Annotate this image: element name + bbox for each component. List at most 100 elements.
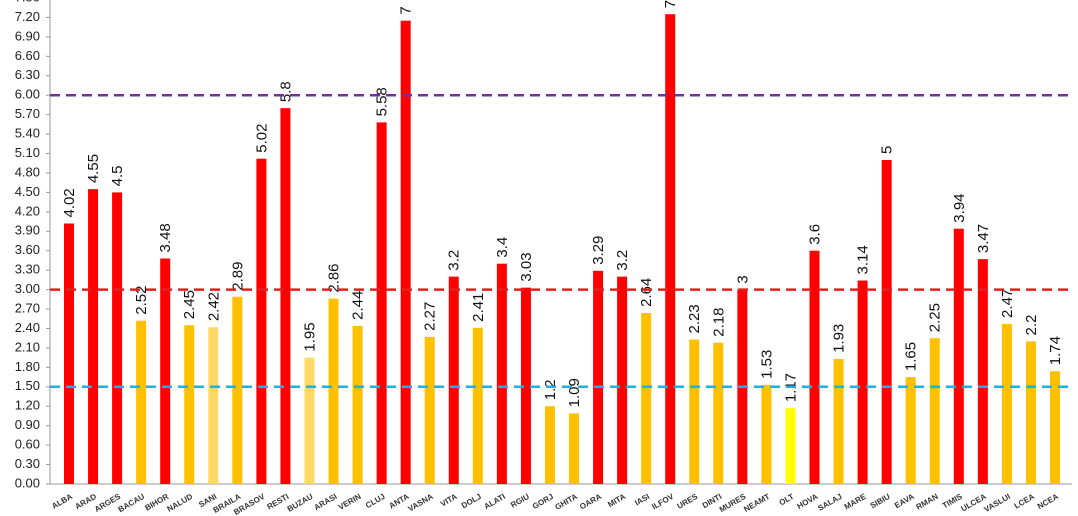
- bar: [1001, 323, 1012, 484]
- value-label: 3.14: [855, 245, 872, 274]
- y-tick-label: 2.40: [15, 320, 40, 335]
- bar: [665, 14, 676, 484]
- value-label: 4.02: [61, 188, 78, 217]
- bar: [424, 336, 435, 484]
- y-tick-label: 0.60: [15, 437, 40, 452]
- bar: [569, 413, 580, 484]
- bar: [352, 325, 363, 484]
- x-tick-label: ALATI: [482, 492, 506, 511]
- bar: [112, 192, 123, 484]
- y-tick-label: 3.30: [15, 262, 40, 277]
- bar: [400, 20, 411, 485]
- y-tick-label: 6.60: [15, 48, 40, 63]
- value-label: 1.95: [301, 322, 318, 351]
- y-tick-label: 5.10: [15, 145, 40, 160]
- bar: [857, 280, 868, 484]
- bar: [761, 384, 772, 484]
- y-tick-label: 1.20: [15, 398, 40, 413]
- bar: [256, 158, 267, 485]
- y-tick-label: 6.30: [15, 67, 40, 82]
- bar: [641, 312, 652, 484]
- bar: [953, 228, 964, 484]
- bar: [929, 338, 940, 484]
- value-label: 2.42: [205, 292, 222, 321]
- bar: [809, 250, 820, 484]
- value-label: 2.52: [133, 286, 150, 315]
- value-label: 2.86: [326, 263, 343, 292]
- y-tick-label: 3.00: [15, 281, 40, 296]
- bar: [520, 287, 531, 484]
- y-tick-label: 3.60: [15, 242, 40, 257]
- value-label: 1.65: [903, 342, 920, 371]
- value-label: 3.47: [975, 224, 992, 253]
- bar: [160, 258, 171, 484]
- value-label: 2.89: [229, 262, 246, 291]
- x-tick-label: OLT: [778, 492, 796, 508]
- value-label: 2.64: [638, 278, 655, 307]
- value-label: 2.23: [686, 304, 703, 333]
- y-tick-label: 1.50: [15, 378, 40, 393]
- value-label: 5: [879, 146, 896, 154]
- y-tick-label: 5.70: [15, 106, 40, 121]
- bar: [544, 406, 555, 484]
- bar: [304, 357, 315, 484]
- x-tick-label: GHITA: [553, 492, 579, 512]
- y-tick-label: 2.10: [15, 339, 40, 354]
- bar: [833, 358, 844, 484]
- value-label: 7: [662, 0, 679, 8]
- y-tick-label: 1.80: [15, 359, 40, 374]
- bar: [905, 377, 916, 484]
- y-tick-label: 6.90: [15, 28, 40, 43]
- value-label: 2.41: [470, 293, 487, 322]
- value-label: 5.58: [374, 87, 391, 116]
- value-label: 2.45: [181, 290, 198, 319]
- value-label: 4.5: [109, 166, 126, 187]
- bar: [689, 339, 700, 484]
- y-tick-label: 3.90: [15, 223, 40, 238]
- x-tick-label: BUZAU: [286, 492, 315, 514]
- bar: [496, 263, 507, 484]
- x-tick-label: ILFOV: [650, 492, 675, 512]
- bar: [1025, 341, 1036, 484]
- y-tick-label: 4.80: [15, 164, 40, 179]
- x-tick-label: URES: [676, 492, 700, 511]
- x-tick-label: SALAJ: [816, 492, 843, 513]
- value-label: 3.48: [157, 223, 174, 252]
- bar: [448, 276, 459, 484]
- value-label: 1.93: [831, 324, 848, 353]
- x-tick-label: LCEA: [1013, 492, 1037, 511]
- value-label: 1.74: [1047, 336, 1064, 365]
- x-tick-label: NEAMT: [742, 492, 771, 514]
- y-tick-label: 0.00: [15, 475, 40, 490]
- value-label: 3.29: [590, 236, 607, 265]
- x-tick-label: IASI: [633, 492, 651, 508]
- x-tick-label: EAVA: [893, 492, 916, 510]
- x-tick-label: RGIU: [509, 492, 531, 510]
- y-tick-label: 0.90: [15, 417, 40, 432]
- value-label: 7: [398, 6, 415, 14]
- x-tick-label: SIBIU: [869, 492, 892, 511]
- x-tick-label: MARE: [843, 492, 868, 512]
- y-tick-label: 0.30: [15, 456, 40, 471]
- bar: [280, 108, 291, 484]
- value-label: 3.2: [614, 250, 631, 271]
- value-label: 4.55: [85, 154, 102, 183]
- x-tick-label: RMAN: [914, 492, 939, 512]
- x-tick-label: NCEA: [1036, 492, 1060, 511]
- y-tick-label: 5.40: [15, 126, 40, 141]
- value-label: 3.94: [951, 193, 968, 222]
- y-tick-label: 7.20: [15, 9, 40, 24]
- value-label: 3: [734, 275, 751, 283]
- bar: [472, 327, 483, 484]
- bar: [617, 276, 628, 484]
- bar: [232, 296, 243, 484]
- x-tick-label: MITA: [606, 492, 627, 509]
- value-label: 3.6: [806, 224, 823, 245]
- x-tick-label: GORJ: [531, 492, 555, 511]
- value-label: 1.53: [758, 350, 775, 379]
- x-tick-label: ALBA: [50, 492, 74, 511]
- value-label: 2.47: [999, 289, 1016, 318]
- x-tick-label: DOLJ: [460, 492, 483, 510]
